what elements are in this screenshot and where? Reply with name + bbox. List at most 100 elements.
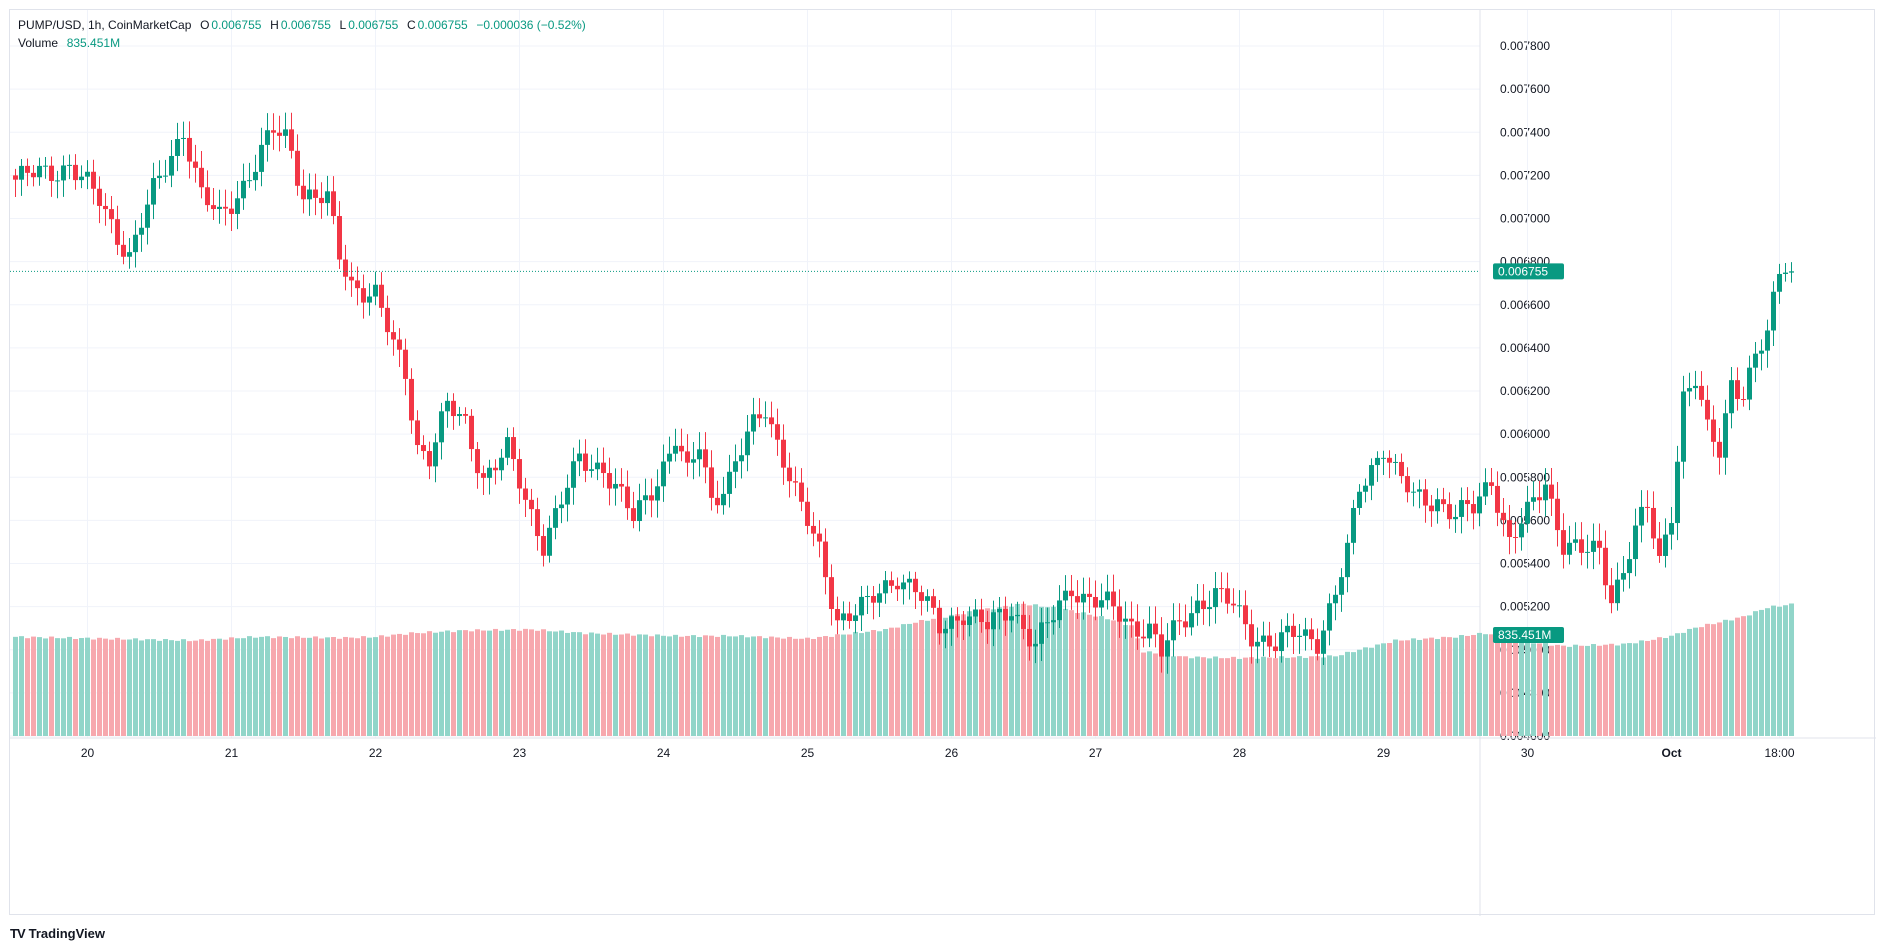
volume-bar (1435, 639, 1440, 736)
volume-bar (523, 628, 528, 736)
candle-body (1411, 491, 1416, 493)
volume-bar (1699, 627, 1704, 736)
candle-body (1471, 504, 1476, 514)
volume-bar (13, 636, 18, 736)
volume-bar (517, 630, 522, 736)
volume-bar (619, 634, 624, 736)
volume-bar (571, 632, 576, 736)
volume-bar (1753, 611, 1758, 736)
candle-body (307, 189, 312, 200)
volume-bar (829, 636, 834, 736)
candle-body (601, 462, 606, 474)
volume-bar (1327, 655, 1332, 736)
volume-bar (433, 632, 438, 736)
candle-body (493, 467, 498, 471)
volume-bar (1177, 656, 1182, 736)
candle-body (583, 453, 588, 471)
candle-body (1687, 388, 1692, 392)
volume-bar (1399, 640, 1404, 736)
open-value: 0.006755 (211, 18, 262, 32)
y-tick-label: 0.005400 (1500, 557, 1550, 571)
close-value: 0.006755 (417, 18, 468, 32)
candle-body (1135, 621, 1140, 637)
candle-body (1009, 616, 1014, 621)
candle-body (643, 495, 648, 501)
candle-body (109, 209, 114, 220)
volume-bar (997, 607, 1002, 736)
candle-body (271, 130, 276, 133)
volume-bar (1693, 627, 1698, 736)
volume-bar (871, 630, 876, 736)
volume-bar (1057, 609, 1062, 736)
candle-body (1027, 628, 1032, 647)
volume-bar (163, 639, 168, 736)
volume-bar (403, 634, 408, 736)
candle-body (1333, 594, 1338, 604)
y-tick-label: 0.006200 (1500, 384, 1550, 398)
candle-body (1321, 630, 1326, 654)
volume-bar (85, 637, 90, 736)
candle-body (811, 525, 816, 534)
candle-body (217, 206, 222, 210)
candle-body (1003, 608, 1008, 621)
volume-bar (1213, 656, 1218, 736)
volume-bar (823, 636, 828, 736)
candle-body (445, 400, 450, 412)
tradingview-brand[interactable]: TV TradingView (10, 926, 105, 941)
volume-bar (247, 636, 252, 736)
candle-body (1153, 623, 1158, 635)
candle-body (1633, 525, 1638, 560)
y-tick-label: 0.005200 (1500, 600, 1550, 614)
volume-bar (1279, 656, 1284, 736)
volume-bar (775, 637, 780, 736)
candle-body (1531, 497, 1536, 502)
candle-body (331, 191, 336, 217)
volume-bar (349, 637, 354, 736)
candle-body (547, 527, 552, 556)
volume-bar (1051, 606, 1056, 736)
volume-bar (613, 634, 618, 736)
volume-bar (1393, 639, 1398, 736)
candle-body (775, 424, 780, 440)
volume-bar (43, 638, 48, 736)
candle-body (757, 414, 762, 419)
volume-bar (1681, 632, 1686, 736)
candle-body (391, 332, 396, 340)
symbol-label: PUMP/USD, 1h, CoinMarketCap (18, 18, 192, 32)
candle-body (1111, 591, 1116, 607)
candle-body (289, 129, 294, 151)
candle-body (475, 449, 480, 474)
volume-bar (703, 635, 708, 736)
candle-body (1075, 596, 1080, 603)
volume-bar (511, 629, 516, 736)
brand-name: TradingView (28, 926, 105, 941)
candle-body (739, 455, 744, 462)
volume-bar (109, 639, 114, 736)
volume-bar (1777, 606, 1782, 736)
candle-body (871, 596, 876, 603)
volume-bar (469, 631, 474, 736)
x-tick-label: 25 (801, 746, 815, 760)
candle-body (631, 508, 636, 522)
volume-bar (1099, 616, 1104, 736)
x-tick-label: 30 (1521, 746, 1535, 760)
candle-body (1375, 457, 1380, 466)
volume-bar (529, 629, 534, 736)
chart-area[interactable]: 0.007800 0.007600 0.007400 0.007200 0.007000… (9, 9, 1876, 916)
candle-body (697, 449, 702, 460)
candlestick-chart[interactable]: 0.007800 0.007600 0.007400 0.007200 0.007000… (10, 10, 1876, 916)
volume-bar (1657, 637, 1662, 736)
candle-body (1039, 622, 1044, 644)
volume-bar (1441, 636, 1446, 736)
volume-bar (745, 637, 750, 736)
y-tick-label: 0.006600 (1500, 298, 1550, 312)
candle-body (595, 462, 600, 470)
volume-bar (187, 641, 192, 736)
candle-body (1309, 629, 1314, 640)
candle-body (1567, 542, 1572, 555)
volume-bar (31, 636, 36, 736)
volume-bar (763, 638, 768, 736)
candle-body (343, 259, 348, 277)
candle-body (1141, 636, 1146, 639)
volume-bar (79, 638, 84, 736)
